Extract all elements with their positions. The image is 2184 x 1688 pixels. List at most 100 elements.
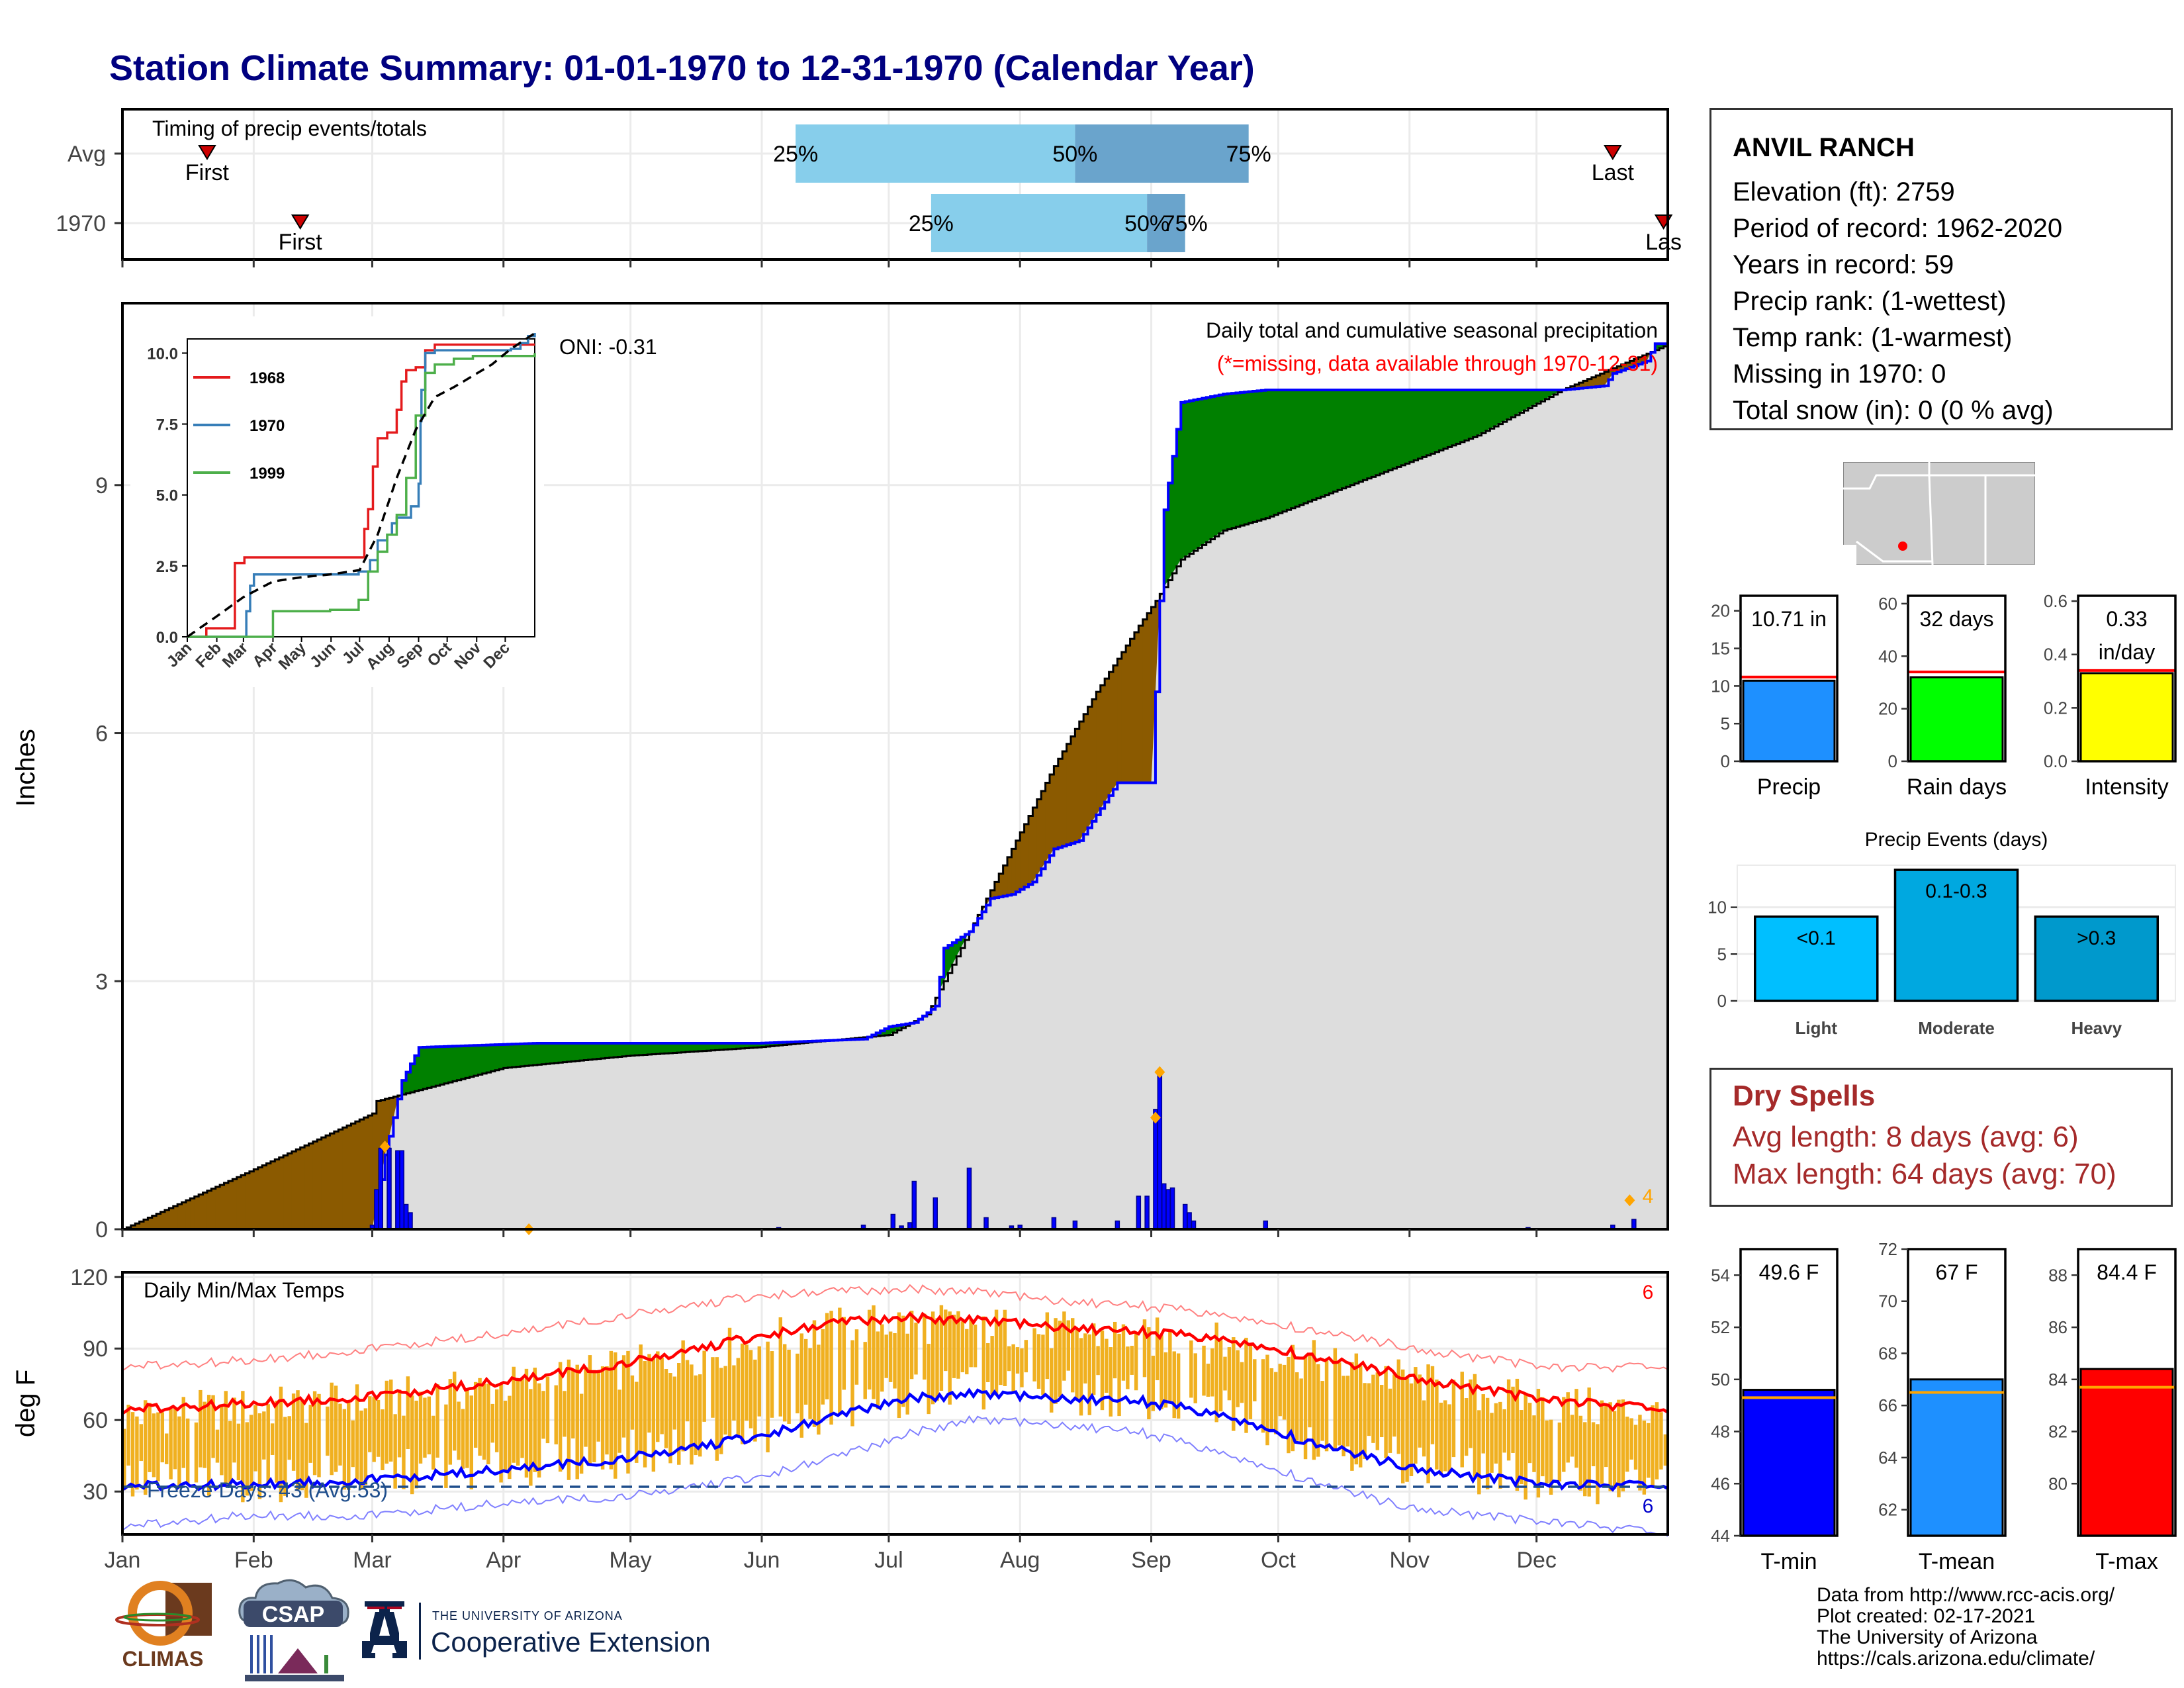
daily-temp-range-bar [245, 1422, 249, 1496]
above-average-fill [490, 1045, 496, 1072]
daily-temp-range-bar [249, 1415, 253, 1491]
temps-plot-border [121, 1271, 1669, 1536]
below-average-fill [270, 1161, 275, 1229]
daily-temp-range-bar [1473, 1374, 1477, 1477]
above-average-fill [1477, 390, 1482, 436]
below-average-fill [283, 1155, 289, 1229]
intensity-ytick-label: 0.6 [2044, 591, 2068, 611]
daily-temp-range-bar [863, 1342, 867, 1399]
below-average-fill [1020, 832, 1025, 890]
station-snow: Total snow (in): 0 (0 % avg) [1733, 396, 2054, 425]
daily-temp-range-bar [927, 1344, 931, 1415]
daily-record-marker [1154, 1066, 1165, 1078]
intensity-ytick-label: 0.2 [2044, 698, 2068, 718]
below-average-fill [334, 1131, 339, 1229]
above-average-fill [478, 1045, 483, 1075]
csap-logo: CSAP [238, 1579, 349, 1681]
t-mean-ytick-label: 64 [1878, 1448, 1897, 1468]
above-average-fill [508, 1044, 513, 1068]
below-average-fill [148, 1217, 153, 1229]
daily-temp-range-bar [1126, 1346, 1130, 1389]
t-min-ytick-label: 54 [1711, 1265, 1730, 1285]
t-mean-bar [1909, 1378, 2004, 1537]
daily-temp-range-bar [300, 1399, 304, 1491]
above-average-fill [414, 1055, 420, 1092]
daily-temp-range-bar [1176, 1353, 1181, 1419]
above-average-fill [571, 1043, 576, 1062]
precip-ytick-label: 3 [95, 969, 108, 994]
daily-temp-range-bar [626, 1350, 630, 1474]
above-average-fill [681, 1043, 686, 1053]
above-average-fill [1312, 390, 1317, 500]
daily-temp-range-bar [1189, 1340, 1193, 1398]
above-average-fill [774, 1042, 780, 1046]
below-average-fill [160, 1211, 165, 1229]
daily-temp-range-bar [1363, 1383, 1367, 1459]
temps-ytick-label: 120 [70, 1265, 108, 1290]
month-label: Aug [1000, 1548, 1040, 1573]
daily-temp-range-bar [215, 1429, 220, 1463]
daily-temp-range-bar [499, 1383, 503, 1483]
daily-temp-range-bar [1549, 1419, 1553, 1495]
above-average-fill [537, 1043, 542, 1065]
daily-temp-range-bar [1388, 1388, 1392, 1453]
daily-temp-range-bar [482, 1383, 486, 1460]
side-panels: 0 5 10 15 20 10.71 in Precip 0 20 40 60 32 days Rain… [1707, 591, 2177, 1574]
below-average-fill [1596, 375, 1601, 387]
daily-precip-bar [374, 1189, 379, 1230]
quartile-label: 75% [1226, 142, 1271, 167]
daily-temp-range-bar [973, 1325, 978, 1368]
daily-temp-range-bar [423, 1397, 427, 1458]
below-average-fill [990, 890, 995, 899]
below-average-fill [135, 1223, 140, 1229]
intensity-value-label: 0.33 [2106, 607, 2147, 631]
above-average-fill [677, 1043, 682, 1053]
above-average-fill [1456, 390, 1461, 444]
hot-record-count: 6 [1643, 1282, 1654, 1303]
credit-university: The University of Arizona [1817, 1626, 2038, 1648]
daily-precip-bar [403, 1203, 409, 1230]
daily-temp-range-bar [232, 1397, 236, 1463]
above-average-fill [609, 1043, 614, 1058]
above-average-fill [444, 1046, 449, 1084]
above-average-fill [1248, 391, 1253, 524]
above-average-fill [1359, 390, 1363, 482]
below-average-fill [253, 1169, 259, 1229]
daily-temp-range-bar [397, 1389, 402, 1458]
above-average-fill [1291, 390, 1296, 508]
year-cumulative-line [122, 342, 1668, 1231]
month-label: Jul [874, 1548, 903, 1573]
daily-temp-range-bar [1007, 1346, 1011, 1372]
daily-temp-range-bar [126, 1405, 130, 1466]
daily-temp-range-bar [990, 1336, 994, 1395]
daily-temp-range-bar [935, 1318, 939, 1401]
daily-temp-range-bar [609, 1350, 614, 1470]
above-average-fill [1350, 390, 1355, 485]
daily-temp-range-bar [1232, 1337, 1236, 1431]
daily-temp-range-bar [1269, 1368, 1274, 1430]
daily-precip-bar [387, 1147, 392, 1230]
above-average-fill [1354, 390, 1359, 484]
daily-temp-range-bar [1312, 1340, 1316, 1460]
quartile-label: 25% [909, 211, 954, 236]
daily-temp-range-bar [432, 1415, 435, 1470]
below-average-fill [1075, 729, 1080, 843]
daily-temp-range-bar [554, 1385, 558, 1444]
daily-temp-range-bar [1303, 1356, 1308, 1460]
month-label: Feb [234, 1548, 273, 1573]
month-label: May [610, 1548, 652, 1573]
daily-temp-range-bar [1282, 1364, 1287, 1420]
daily-temp-range-bar [1036, 1334, 1041, 1389]
daily-temp-range-bar [596, 1370, 600, 1442]
dry-spells-max: Max length: 64 days (avg: 70) [1733, 1158, 2116, 1190]
daily-temp-range-bar [359, 1410, 363, 1490]
freeze-days-label: Freeze Days: 43 (Avg:53) [147, 1478, 388, 1502]
daily-temp-range-bar [1583, 1422, 1587, 1497]
t-min-plot-border [1739, 1248, 1839, 1537]
daily-temp-range-bar [647, 1354, 651, 1433]
above-average-fill [1396, 390, 1402, 467]
daily-temp-range-bar [960, 1321, 965, 1373]
above-average-fill [639, 1043, 644, 1055]
daily-temp-range-bar [880, 1324, 884, 1392]
